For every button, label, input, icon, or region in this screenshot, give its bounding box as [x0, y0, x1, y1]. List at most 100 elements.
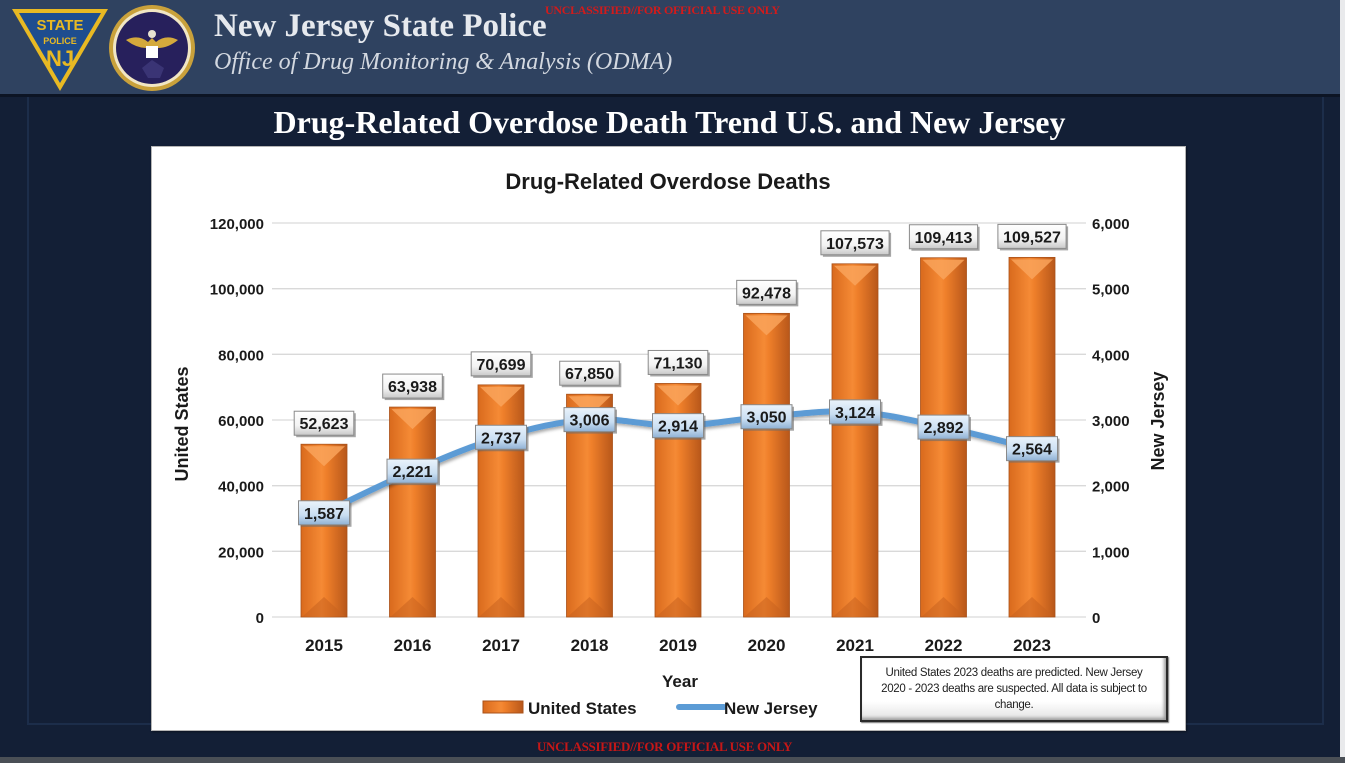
- label-text: 3,006: [569, 413, 609, 430]
- label-box: [647, 349, 709, 375]
- us-bar-2021: [831, 263, 879, 618]
- label-text: 52,623: [300, 416, 349, 433]
- y-tick-label: 80,000: [218, 347, 264, 364]
- label-text: 2,221: [392, 464, 432, 481]
- bar-body: [389, 406, 436, 618]
- label-box: [997, 223, 1067, 249]
- y-axis-right-ticks: 0 1,000 2,000 3,000 4,000 5,000 6,000: [1092, 216, 1130, 627]
- window-edge: [1340, 0, 1345, 763]
- us-data-label-2020: 92,478: [736, 279, 799, 307]
- label-box: [740, 404, 793, 430]
- odma-seal-icon: [109, 5, 195, 91]
- y2-tick-label: 0: [1092, 610, 1100, 627]
- label-text: 1,587: [304, 506, 344, 523]
- nj-state-police-badge-icon: STATE POLICE NJ: [12, 9, 108, 91]
- bar-bevel-top: [568, 396, 611, 417]
- bar-bevel-top: [745, 315, 788, 336]
- y-axis-left-ticks: 0 20,000 40,000 60,000 80,000 100,000 120,000: [210, 216, 264, 627]
- label-text: 109,527: [1003, 229, 1061, 246]
- bar-body: [300, 443, 348, 618]
- bar-bevel-bottom: [834, 597, 876, 616]
- bar-bevel-top: [834, 265, 876, 286]
- us-data-label-2018: 67,850: [559, 360, 622, 388]
- bar-bevel-top: [657, 385, 699, 406]
- bar-bevel-bottom: [303, 597, 345, 616]
- us-data-label-2023: 109,527: [997, 223, 1069, 251]
- nj-data-label-2016: 2,221: [386, 458, 440, 486]
- nj-data-label-2015: 1,587: [298, 500, 352, 527]
- label-box: [917, 414, 970, 440]
- x-tick-label: 2018: [571, 636, 609, 655]
- bar-bevel-bottom: [1011, 597, 1053, 616]
- badge-text-state: STATE: [37, 17, 84, 34]
- label-box: [736, 279, 797, 305]
- label-box: [293, 410, 355, 436]
- label-box: [559, 360, 620, 386]
- y2-tick-label: 5,000: [1092, 282, 1130, 299]
- y-tick-label: 100,000: [210, 282, 264, 299]
- y-tick-label: 40,000: [218, 479, 264, 496]
- label-text: 2,914: [658, 419, 698, 436]
- bar-bevel-top: [480, 386, 522, 407]
- y-tick-label: 20,000: [218, 544, 264, 561]
- us-data-label-2019: 71,130: [647, 349, 710, 377]
- x-tick-label: 2016: [394, 636, 432, 655]
- label-box: [1006, 436, 1058, 462]
- nj-data-label-2019: 2,914: [652, 413, 706, 440]
- y2-tick-label: 1,000: [1092, 544, 1130, 561]
- classification-marking-bottom: UNCLASSIFIED//FOR OFFICIAL USE ONLY: [536, 739, 793, 754]
- us-data-label-2017: 70,699: [470, 351, 533, 378]
- y-tick-label: 120,000: [210, 216, 264, 233]
- nj-data-label-2023: 2,564: [1006, 436, 1060, 463]
- label-text: 2,737: [481, 430, 521, 447]
- bar-body: [477, 384, 525, 618]
- legend-item-united-states: United States: [482, 699, 637, 718]
- us-bar-2020: [743, 312, 790, 618]
- label-text: 2,892: [923, 420, 963, 437]
- legend: United States New Jersey: [482, 699, 818, 718]
- us-bar-2016: [389, 406, 436, 618]
- label-box: [652, 413, 704, 439]
- label-text: 107,573: [826, 236, 884, 253]
- chart-title: Drug-Related Overdose Deaths: [505, 169, 830, 194]
- bar-bevel-bottom: [391, 597, 434, 616]
- bar-bevel-bottom: [922, 597, 965, 616]
- x-tick-label: 2023: [1013, 636, 1051, 655]
- y2-tick-label: 2,000: [1092, 479, 1130, 496]
- x-tick-label: 2019: [659, 636, 697, 655]
- label-text: 67,850: [565, 366, 614, 383]
- nj-data-label-2020: 3,050: [740, 404, 794, 431]
- bar-bevel-bottom: [568, 597, 611, 616]
- nj-data-label-2021: 3,124: [829, 399, 883, 426]
- nj-data-label-2022: 2,892: [917, 414, 971, 442]
- us-data-label-2022: 109,413: [908, 224, 980, 251]
- x-axis-label: Year: [662, 672, 698, 691]
- label-box: [470, 351, 532, 377]
- org-title: New Jersey State Police: [214, 8, 547, 44]
- legend-item-new-jersey: New Jersey: [676, 699, 818, 718]
- y-tick-label: 0: [256, 610, 264, 627]
- y2-tick-label: 3,000: [1092, 413, 1130, 430]
- legend-label-us: United States: [528, 699, 637, 718]
- x-tick-label: 2020: [748, 636, 786, 655]
- us-data-label-2016: 63,938: [382, 373, 445, 401]
- y-tick-label: 60,000: [218, 413, 264, 430]
- label-text: 3,124: [835, 405, 875, 422]
- bar-bevel-top: [1011, 259, 1053, 280]
- label-box: [820, 230, 890, 256]
- slide-title: Drug-Related Overdose Death Trend U.S. a…: [273, 104, 1066, 140]
- bar-bevel-bottom: [480, 597, 522, 616]
- label-box: [829, 399, 881, 425]
- us-bar-2015: [300, 443, 348, 618]
- bar-bevel-bottom: [657, 597, 699, 616]
- label-text: 2,564: [1012, 442, 1052, 459]
- badge-text-nj: NJ: [46, 46, 74, 71]
- chart-panel: Drug-Related Overdose Deaths 0 20,000 40,0…: [151, 146, 1186, 731]
- label-box: [563, 407, 616, 433]
- legend-label-nj: New Jersey: [724, 699, 818, 718]
- us-bar-2017: [477, 384, 525, 618]
- x-tick-label: 2022: [925, 636, 963, 655]
- nj-data-labels: 1,587 2,221 2,737 3,006 2,914 3,050 3,124 2,892…: [298, 399, 1060, 527]
- y-axis-right-label: New Jersey: [1148, 371, 1168, 470]
- org-subtitle: Office of Drug Monitoring & Analysis (OD…: [214, 49, 673, 75]
